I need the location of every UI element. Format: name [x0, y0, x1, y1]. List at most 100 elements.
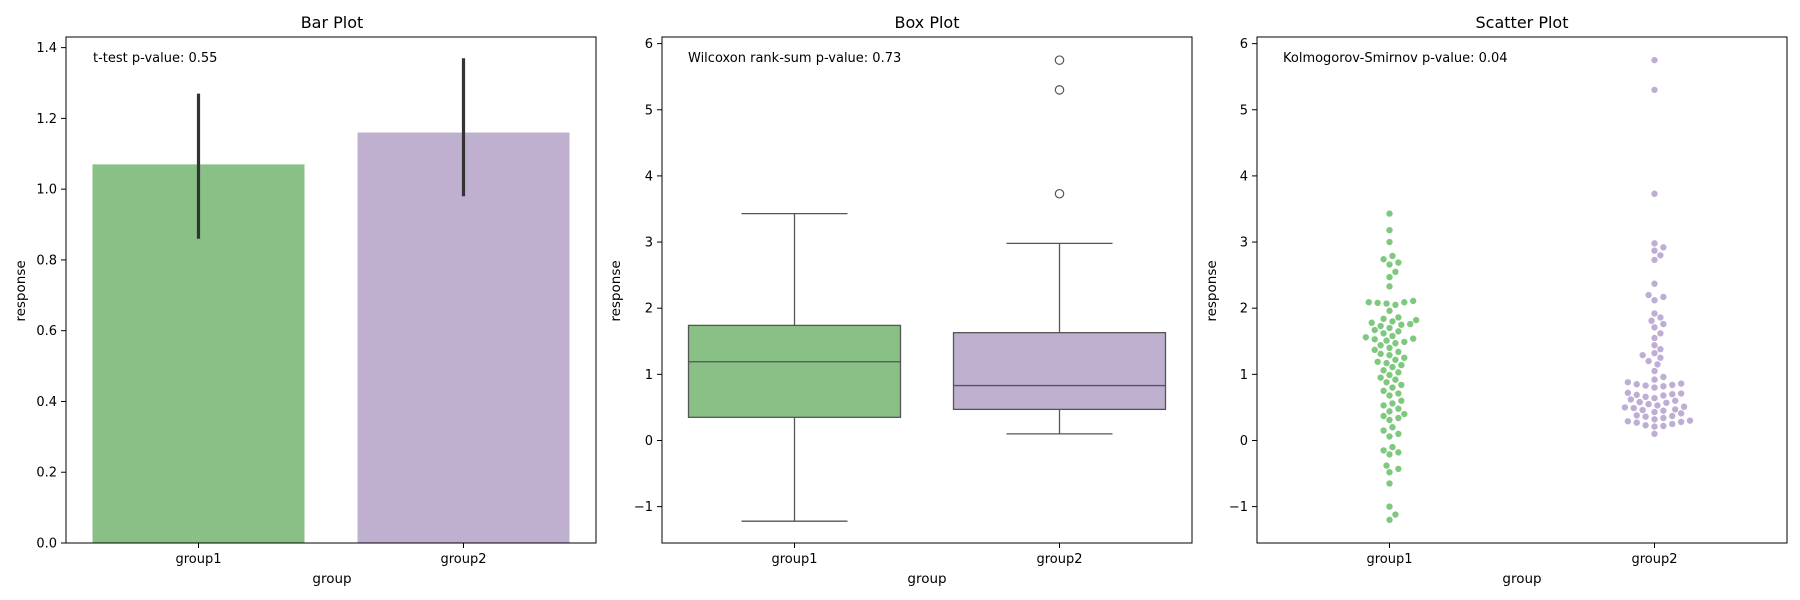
- point-group2: [1650, 375, 1659, 384]
- ttest-annotation: t-test p-value: 0.55: [93, 51, 217, 66]
- point-group2: [1650, 394, 1659, 402]
- box-plot-frame: [661, 36, 1193, 544]
- point-group2: [1650, 56, 1659, 64]
- point-group1: [1382, 378, 1391, 387]
- point-group2: [1656, 251, 1665, 260]
- bar-plot-yticks: 0.0 0.2 0.4 0.6 0.8 1.0 1.2 1.4: [36, 41, 66, 552]
- point-group1: [1388, 317, 1397, 326]
- point-group1: [1382, 359, 1391, 367]
- ytick-label: 0: [645, 434, 653, 449]
- point-group1: [1379, 412, 1388, 420]
- ytick-label: 6: [1240, 37, 1248, 52]
- scatter-plot-xlabel: group: [1502, 571, 1541, 587]
- bar-plot-panel: Bar Plot t-test p-value: 0.55 group resp…: [13, 13, 597, 587]
- point-group1: [1391, 375, 1400, 384]
- outlier-group2: [1054, 55, 1065, 65]
- ks-annotation: Kolmogorov-Smirnov p-value: 0.04: [1283, 51, 1508, 66]
- point-group2: [1650, 86, 1659, 94]
- point-group2: [1650, 323, 1659, 332]
- point-group1: [1376, 341, 1385, 350]
- point-group2: [1650, 408, 1659, 416]
- point-group1: [1397, 396, 1406, 405]
- point-group1: [1388, 443, 1397, 451]
- point-group1: [1382, 461, 1391, 470]
- xtick-label: group2: [1631, 552, 1677, 567]
- point-group2: [1650, 367, 1659, 375]
- ytick-label: 4: [645, 169, 653, 184]
- point-group2: [1668, 420, 1677, 428]
- point-group2: [1680, 402, 1688, 411]
- point-group2: [1641, 421, 1650, 430]
- point-group2: [1638, 406, 1647, 414]
- point-group1: [1379, 329, 1388, 338]
- point-group1: [1370, 346, 1379, 354]
- point-group2: [1624, 417, 1632, 426]
- point-group1: [1394, 368, 1403, 377]
- point-group1: [1394, 327, 1403, 336]
- point-group1: [1391, 339, 1400, 348]
- box-plot-title: Box Plot: [895, 13, 960, 32]
- ytick-label: 5: [1240, 103, 1248, 118]
- point-group2: [1671, 396, 1680, 405]
- ytick-label: 4: [1240, 169, 1248, 184]
- point-group1: [1385, 468, 1394, 477]
- point-group2: [1668, 412, 1677, 420]
- ytick-label: 1.4: [36, 41, 57, 56]
- point-group1: [1388, 423, 1397, 432]
- point-group1: [1385, 282, 1394, 291]
- point-group2: [1656, 329, 1665, 338]
- point-group1: [1394, 465, 1403, 473]
- bar-plot-frame: [65, 36, 597, 544]
- point-group1: [1370, 335, 1379, 344]
- point-group1: [1394, 389, 1403, 398]
- point-group1: [1385, 407, 1394, 416]
- point-group2: [1659, 373, 1668, 381]
- xtick-label: group2: [1036, 552, 1082, 567]
- box-plot-panel: Box Plot Wilcoxon rank-sum p-value: 0.73…: [608, 13, 1193, 587]
- point-group1: [1394, 448, 1403, 457]
- bar-plot-title: Bar Plot: [301, 13, 364, 32]
- point-group1: [1397, 381, 1406, 389]
- point-group2: [1659, 422, 1668, 430]
- scatter-plot-xticks: group1 group2: [1366, 543, 1678, 567]
- point-group2: [1650, 415, 1659, 424]
- xtick-label: group1: [175, 552, 221, 567]
- bar-plot-ylabel: response: [13, 260, 29, 321]
- ytick-label: 1.2: [36, 112, 57, 127]
- ytick-label: 3: [1240, 236, 1248, 251]
- point-group2: [1650, 246, 1659, 255]
- point-group1: [1385, 344, 1394, 352]
- point-group1: [1362, 333, 1370, 342]
- point-group2: [1644, 400, 1653, 408]
- scatter-plot-ylabel: response: [1204, 260, 1220, 321]
- point-group2: [1650, 334, 1659, 342]
- point-group2: [1647, 316, 1656, 325]
- point-group1: [1394, 414, 1403, 422]
- point-group2: [1650, 341, 1659, 350]
- point-group2: [1632, 418, 1641, 427]
- box-plot-marks: [687, 55, 1167, 522]
- box-plot-ylabel: response: [608, 260, 624, 321]
- point-group1: [1379, 446, 1388, 455]
- point-group1: [1394, 404, 1403, 413]
- ytick-label: 0.0: [36, 537, 57, 552]
- bar-plot-xlabel: group: [312, 571, 351, 587]
- point-group1: [1385, 209, 1394, 218]
- point-group2: [1656, 313, 1665, 322]
- point-group1: [1394, 348, 1403, 356]
- point-group1: [1370, 326, 1379, 334]
- box-group2: [952, 332, 1167, 411]
- point-group1: [1373, 357, 1382, 366]
- xtick-label: group1: [1366, 552, 1412, 567]
- point-group2: [1641, 393, 1650, 401]
- point-group1: [1400, 410, 1409, 418]
- point-group1: [1391, 355, 1400, 364]
- point-group1: [1385, 351, 1394, 359]
- point-group1: [1376, 350, 1385, 358]
- ytick-label: −1: [634, 500, 653, 515]
- point-group2: [1653, 401, 1662, 410]
- point-group2: [1659, 293, 1668, 301]
- bar-group2: [357, 132, 570, 544]
- point-group1: [1385, 432, 1394, 441]
- scatter-plot-title: Scatter Plot: [1476, 13, 1569, 32]
